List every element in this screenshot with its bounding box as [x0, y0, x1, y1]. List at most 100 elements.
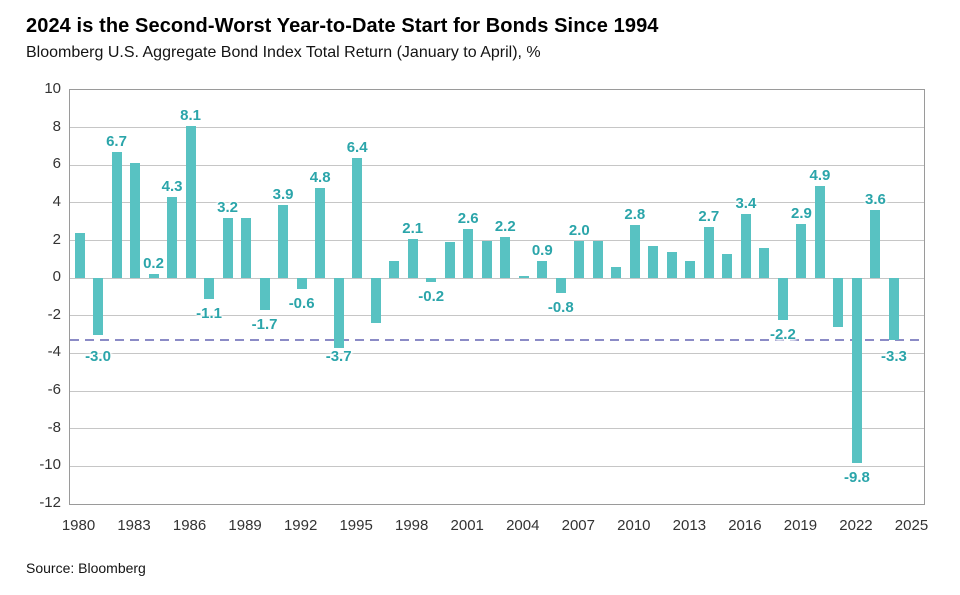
gridline	[70, 164, 924, 166]
chart-subtitle: Bloomberg U.S. Aggregate Bond Index Tota…	[26, 44, 541, 61]
bar-value-label: 3.2	[217, 198, 238, 216]
bar-value-label: 2.0	[568, 221, 590, 239]
y-axis-tick-label: -4	[47, 343, 61, 361]
y-axis-tick-label: 4	[52, 192, 61, 210]
bar-2007	[574, 240, 585, 279]
source-note: Source: Bloomberg	[26, 560, 146, 576]
bar-value-label: 3.6	[865, 191, 886, 209]
bar-1998	[407, 238, 418, 279]
bar-1984	[148, 274, 159, 279]
gridline	[70, 428, 924, 430]
bar-value-label: 2.7	[698, 208, 720, 226]
bar-value-label: 4.9	[809, 166, 831, 184]
gridline	[70, 390, 924, 392]
bar-2021	[833, 278, 844, 328]
bar-2010	[629, 225, 640, 279]
bar-value-label: -9.8	[844, 468, 870, 486]
bar-1995	[352, 157, 363, 279]
bar-value-label: 2.9	[790, 204, 812, 222]
bar-1981	[93, 278, 103, 335]
y-axis-tick-label: 8	[52, 117, 61, 135]
gridline	[70, 465, 924, 467]
y-axis-tick-label: -8	[47, 418, 61, 436]
x-axis-tick-label: 2013	[672, 517, 707, 534]
bar-2022	[851, 278, 862, 463]
bar-value-label: 2.2	[494, 217, 516, 235]
bar-2016	[740, 214, 751, 279]
bar-value-label: 0.9	[531, 242, 553, 260]
x-axis-tick-label: 1992	[283, 517, 318, 534]
bar-1993	[315, 187, 326, 279]
bar-value-label: 6.4	[346, 138, 368, 156]
x-axis-tick-label: 1998	[395, 517, 429, 534]
bar-2013	[685, 261, 696, 279]
bar-2012	[666, 251, 677, 279]
x-axis-tick-label: 2007	[561, 517, 595, 534]
bar-1980	[74, 233, 85, 279]
reference-line-dashed	[70, 339, 924, 342]
x-axis-tick-label: 1989	[228, 517, 262, 534]
bar-2006	[555, 278, 566, 294]
bar-value-label: 2.8	[624, 206, 646, 224]
bar-1986	[185, 125, 196, 279]
y-axis-tick-label: -12	[39, 494, 61, 511]
gridline	[70, 277, 924, 279]
bar-2000	[444, 242, 455, 279]
bar-1991	[278, 204, 289, 279]
x-axis-tick-label: 2025	[894, 517, 929, 534]
x-axis-tick-label: 2010	[617, 517, 651, 534]
bar-2014	[703, 227, 714, 279]
bar-1996	[370, 278, 381, 324]
bar-value-label: -3.7	[325, 348, 352, 366]
bar-2008	[592, 240, 603, 279]
bar-value-label: -0.2	[418, 287, 445, 305]
bar-2017	[759, 248, 770, 279]
bar-1983	[130, 163, 141, 279]
x-axis-tick-label: 2004	[506, 517, 540, 534]
bar-1990	[259, 278, 270, 311]
bar-value-label: 4.8	[309, 168, 331, 186]
bar-2003	[500, 236, 511, 279]
bar-2001	[463, 229, 474, 279]
gridline	[70, 202, 924, 204]
bar-2002	[481, 240, 492, 279]
x-axis-tick-label: 2022	[839, 517, 873, 534]
bar-value-label: -1.7	[251, 316, 278, 334]
bar-value-label: 8.1	[180, 106, 201, 124]
bar-2018	[777, 278, 788, 320]
x-axis-tick-label: 1983	[117, 517, 151, 534]
y-axis-tick-label: -2	[47, 305, 61, 323]
bar-value-label: -0.8	[547, 299, 574, 317]
gridline	[70, 127, 924, 129]
bar-2023	[870, 210, 881, 279]
x-axis-tick-label: 1986	[172, 517, 207, 534]
bar-1987	[204, 278, 215, 299]
x-axis-tick-label: 2019	[783, 517, 818, 534]
x-axis-tick-label: 2016	[728, 517, 762, 534]
bar-1997	[389, 261, 400, 279]
y-axis-tick-label: 2	[52, 230, 61, 248]
bar-2011	[648, 246, 659, 279]
bar-value-label: 3.9	[272, 185, 294, 203]
gridline	[70, 240, 924, 242]
bar-1994	[333, 278, 344, 348]
bar-2005	[537, 261, 548, 279]
bar-value-label: -2.2	[769, 325, 796, 343]
bar-2019	[796, 223, 807, 279]
bar-value-label: -3.0	[85, 348, 111, 366]
x-axis-tick-label: 1995	[339, 517, 373, 534]
bar-1988	[222, 217, 233, 279]
bar-value-label: -1.1	[196, 304, 222, 322]
y-axis-tick-label: -6	[47, 381, 61, 399]
gridline	[70, 352, 924, 354]
bar-1999	[426, 278, 437, 282]
bar-2020	[814, 185, 825, 279]
y-axis-tick-label: 10	[44, 80, 61, 97]
bar-value-label: -3.3	[881, 348, 907, 366]
bar-2009	[611, 266, 622, 279]
bar-2024	[888, 278, 899, 341]
y-axis-tick-label: -10	[39, 456, 61, 474]
bar-1989	[241, 217, 252, 279]
bar-1982	[111, 152, 122, 279]
x-axis-tick-label: 2001	[450, 517, 484, 534]
